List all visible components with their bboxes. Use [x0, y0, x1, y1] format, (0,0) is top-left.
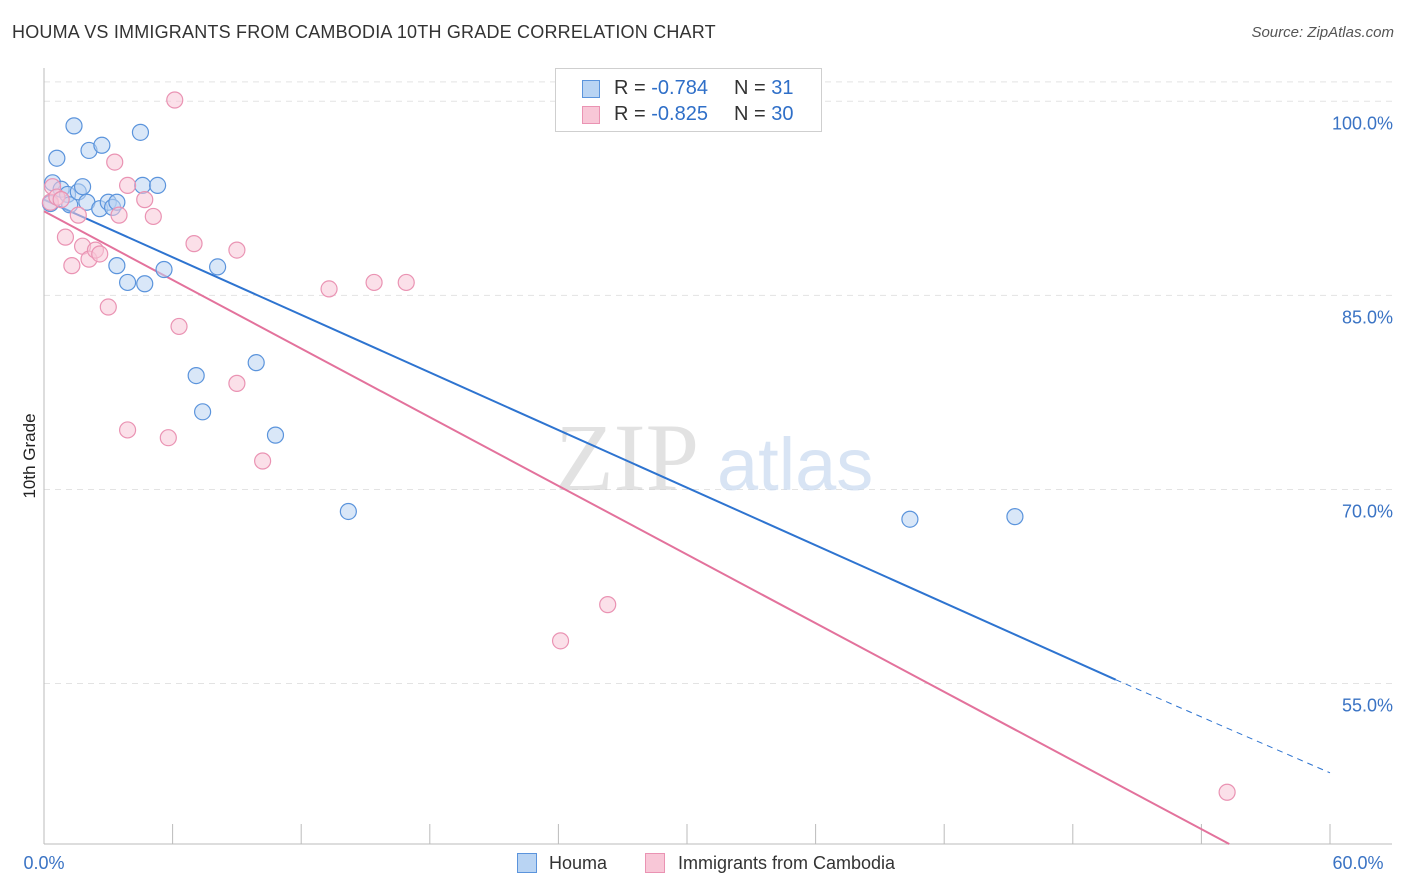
- trend-lines: [43, 198, 1331, 845]
- legend-row-houma: R = -0.784 N = 31: [556, 73, 821, 103]
- cambodia-point-14: [118, 421, 137, 439]
- y-tick-label-85: 85.0%: [1342, 307, 1393, 327]
- legend-r-houma: R = -0.784: [614, 77, 708, 99]
- houma-point-19: [136, 275, 154, 293]
- cambodia-point-5: [63, 257, 81, 275]
- legend-n-cambodia: N = 30: [734, 103, 794, 125]
- cambodia-point-18: [159, 429, 177, 447]
- data-points: [41, 91, 1236, 801]
- houma-point-5: [65, 117, 83, 135]
- houma-point-23: [194, 403, 212, 421]
- houma-point-24: [209, 258, 227, 276]
- houma-point-27: [339, 502, 357, 521]
- houma-point-22: [187, 367, 205, 385]
- watermark-atlas: atlas: [717, 423, 873, 506]
- x-tick-label-0: 0.0%: [23, 853, 64, 873]
- tick-labels: 0.0% 60.0% 55.0% 70.0% 85.0% 100.0%: [23, 113, 1393, 873]
- houma-point-21: [155, 260, 173, 279]
- houma-point-29: [1006, 508, 1024, 526]
- trend-line-houma: [43, 198, 1117, 681]
- cambodia-point-25: [320, 280, 338, 298]
- trend-line-cambodia: [43, 210, 1230, 845]
- watermark-zip: ZIP: [555, 404, 699, 511]
- cambodia-point-26: [365, 273, 383, 292]
- x-tick-label-60: 60.0%: [1332, 853, 1383, 873]
- series-legend: Houma Immigrants from Cambodia: [0, 852, 1406, 876]
- correlation-legend: R = -0.784 N = 31 R = -0.825 N = 30: [555, 68, 822, 132]
- houma-point-18: [133, 176, 152, 194]
- legend-swatch-houma: [582, 80, 600, 98]
- cambodia-point-10: [91, 245, 109, 263]
- legend-n-houma: N = 31: [734, 77, 794, 99]
- legend-label-cambodia: Immigrants from Cambodia: [678, 853, 896, 873]
- y-tick-label-100: 100.0%: [1332, 113, 1393, 133]
- cambodia-point-20: [170, 317, 188, 336]
- legend-r-cambodia: R = -0.825: [614, 103, 708, 125]
- houma-point-26: [266, 426, 285, 444]
- cambodia-point-30: [1218, 783, 1236, 801]
- chart-source: Source: ZipAtlas.com: [1251, 24, 1394, 41]
- cambodia-point-24: [254, 452, 272, 470]
- houma-point-10: [93, 136, 111, 154]
- cambodia-point-27: [397, 273, 415, 292]
- cambodia-point-29: [599, 596, 617, 614]
- cambodia-point-17: [144, 207, 162, 226]
- legend-swatch-cambodia: [645, 853, 665, 873]
- houma-point-16: [118, 273, 137, 292]
- cambodia-point-19: [166, 91, 184, 109]
- legend-label-houma: Houma: [549, 853, 608, 873]
- cambodia-point-28: [551, 632, 570, 650]
- legend-row-cambodia: R = -0.825 N = 30: [556, 99, 821, 129]
- cambodia-point-15: [118, 176, 137, 194]
- cambodia-point-23: [228, 374, 246, 392]
- legend-swatch-houma: [517, 853, 537, 873]
- houma-point-15: [108, 257, 126, 275]
- y-tick-label-55: 55.0%: [1342, 696, 1393, 716]
- cambodia-point-6: [69, 206, 87, 224]
- cambodia-point-4: [56, 228, 75, 246]
- cambodia-point-13: [110, 206, 128, 224]
- cambodia-point-12: [106, 153, 124, 171]
- cambodia-point-16: [136, 191, 154, 209]
- gridlines: [44, 81, 1392, 685]
- trend-line-houma-extension: [1115, 679, 1331, 774]
- houma-point-28: [901, 510, 919, 528]
- cambodia-point-3: [52, 191, 70, 209]
- cambodia-point-21: [185, 235, 203, 253]
- legend-swatch-cambodia: [582, 106, 600, 124]
- y-tick-label-70: 70.0%: [1342, 501, 1393, 521]
- houma-point-20: [148, 176, 167, 194]
- houma-point-1: [48, 149, 66, 167]
- cambodia-point-22: [228, 241, 246, 259]
- chart-title: HOUMA VS IMMIGRANTS FROM CAMBODIA 10TH G…: [12, 22, 716, 42]
- houma-point-7: [73, 178, 92, 196]
- houma-point-17: [131, 123, 150, 141]
- houma-point-25: [247, 354, 265, 372]
- cambodia-point-11: [99, 298, 117, 316]
